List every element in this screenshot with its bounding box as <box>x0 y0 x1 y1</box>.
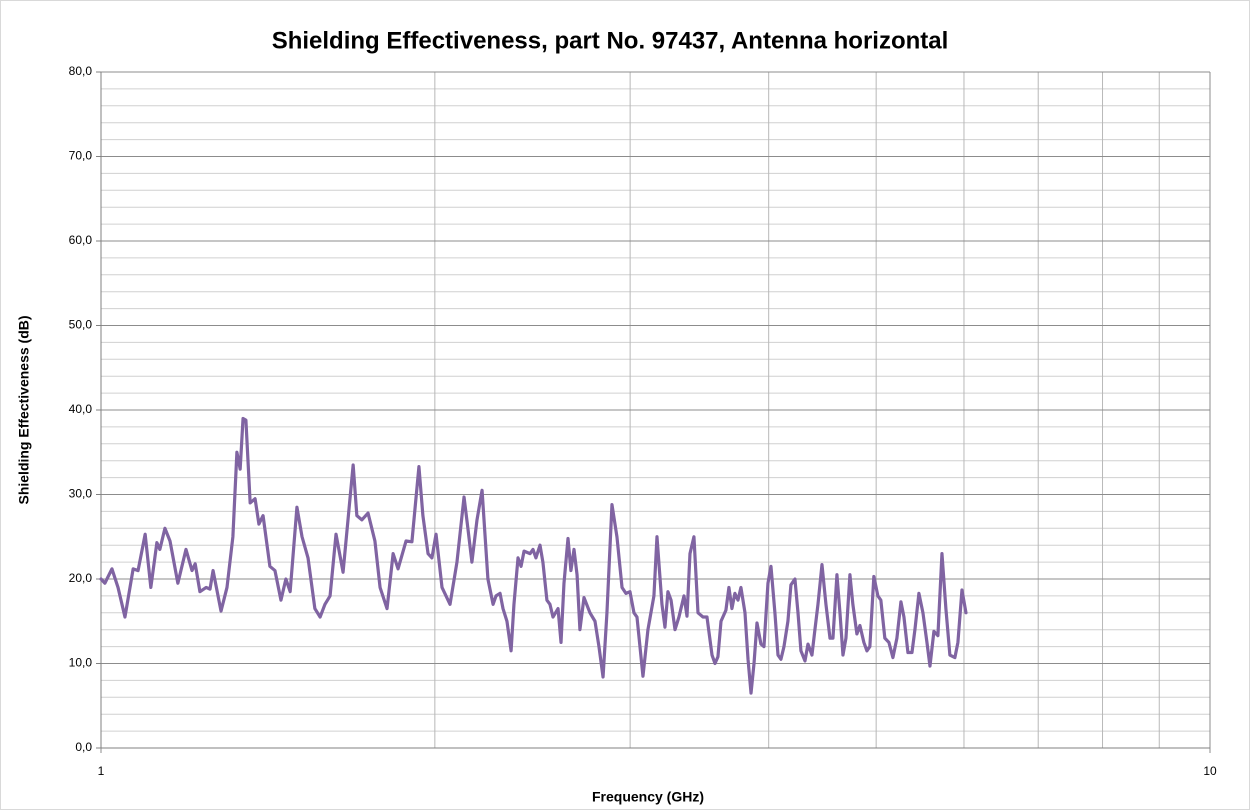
x-tick-label: 1 <box>98 764 105 778</box>
y-tick-label: 70,0 <box>69 149 93 163</box>
y-axis-label: Shielding Effectiveness (dB) <box>16 315 32 504</box>
y-tick-label: 80,0 <box>69 64 93 78</box>
y-tick-label: 10,0 <box>69 656 93 670</box>
y-tick-label: 0,0 <box>75 740 92 754</box>
y-tick-label: 20,0 <box>69 571 93 585</box>
x-tick-label: 10 <box>1203 764 1217 778</box>
y-tick-label: 40,0 <box>69 402 93 416</box>
y-tick-label: 30,0 <box>69 487 93 501</box>
y-tick-label: 50,0 <box>69 318 93 332</box>
data-line <box>99 416 968 695</box>
chart-title: Shielding Effectiveness, part No. 97437,… <box>272 27 949 54</box>
y-tick-label: 60,0 <box>69 233 93 247</box>
x-axis-label: Frequency (GHz) <box>592 789 704 805</box>
